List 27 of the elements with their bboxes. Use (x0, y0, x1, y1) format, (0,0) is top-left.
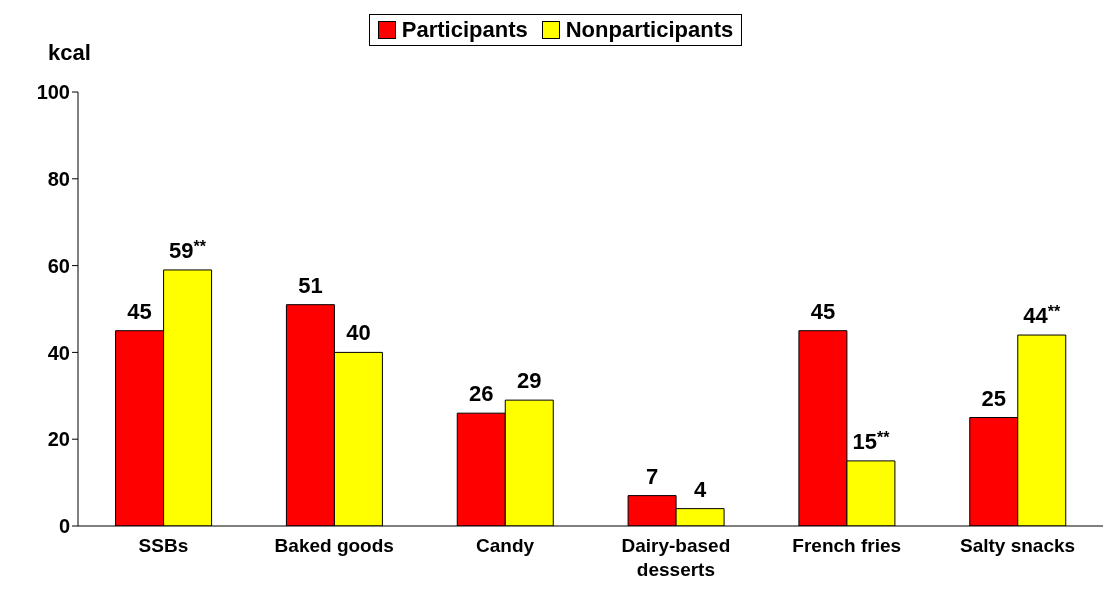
legend-label: Participants (400, 17, 528, 43)
data-label: 7 (645, 463, 659, 489)
data-label: 59$^{**}$ (169, 237, 207, 263)
x-tick-label: SSBs (138, 535, 189, 556)
data-label: 51 (298, 272, 323, 298)
data-label: 25 (981, 385, 1006, 411)
y-axis-title: kcal (48, 40, 91, 66)
y-tick-label: 40 (47, 341, 70, 364)
data-label: 26 (469, 381, 494, 407)
y-tick-label: 20 (47, 428, 70, 451)
data-label: 45 (810, 298, 836, 324)
data-label: 45 (127, 298, 152, 324)
y-tick-label: 0 (58, 515, 70, 538)
legend-label: Nonparticipants (564, 17, 734, 43)
x-tick-label: Baked goods (274, 535, 394, 556)
data-label: 4 (693, 476, 707, 502)
y-tick-label: 60 (47, 254, 70, 277)
x-tick-label: French fries (792, 535, 902, 556)
x-tick-label: Candy (476, 535, 535, 556)
x-tick-label: Dairy-based desserts (621, 535, 731, 580)
y-tick-label: 80 (47, 167, 70, 190)
data-label: 40 (346, 320, 371, 346)
y-tick-label: 100 (36, 81, 70, 104)
data-label: 15$^{**}$ (852, 428, 891, 454)
data-label: 29 (517, 368, 542, 394)
x-tick-label: Salty snacks (960, 535, 1076, 556)
data-label: 44$^{**}$ (1023, 302, 1061, 329)
